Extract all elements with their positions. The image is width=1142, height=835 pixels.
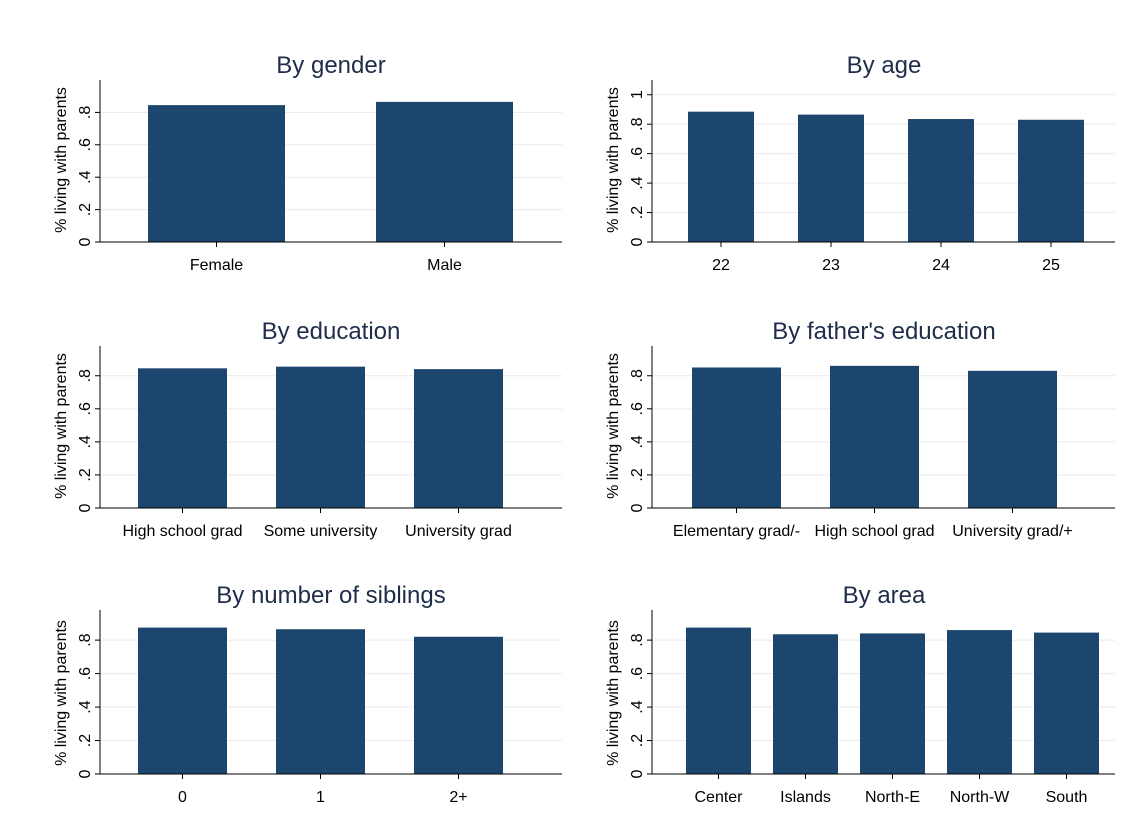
y-tick-label: .4	[629, 700, 646, 713]
x-tick-label: University grad	[405, 523, 512, 540]
x-tick-label: Male	[427, 257, 462, 274]
bar	[830, 365, 919, 508]
y-tick-label: .2	[629, 206, 646, 219]
y-tick-label: .4	[77, 170, 94, 183]
bar	[798, 114, 864, 242]
x-tick-label: South	[1046, 789, 1088, 806]
y-tick-label: .8	[629, 369, 646, 382]
chart-by-education: By education % living with parents High …	[53, 318, 562, 540]
y-tick-label: 0	[629, 237, 646, 246]
bar	[148, 105, 285, 242]
y-tick-label: .6	[77, 667, 94, 680]
chart-title: By number of siblings	[216, 582, 445, 609]
y-tick-label: 0	[629, 503, 646, 512]
y-tick-label: .2	[629, 734, 646, 747]
y-tick-label: .6	[629, 147, 646, 160]
y-axis-label: % living with parents	[53, 620, 70, 766]
x-tick-label: 1	[316, 789, 325, 806]
bar	[276, 366, 365, 508]
y-tick-label: .6	[77, 138, 94, 151]
x-tick-label: High school grad	[814, 523, 934, 540]
bar	[138, 368, 227, 508]
x-tick-label: 24	[932, 257, 950, 274]
bar	[947, 630, 1012, 774]
y-tick-label: .4	[77, 435, 94, 448]
y-tick-label: .2	[77, 203, 94, 216]
x-tick-label: 2+	[449, 789, 467, 806]
x-tick-label: 25	[1042, 257, 1060, 274]
y-axis-label: % living with parents	[53, 353, 70, 499]
x-tick-label: North-W	[950, 789, 1010, 806]
bar	[860, 633, 925, 774]
x-tick-label: 23	[822, 257, 840, 274]
y-axis-label: % living with parents	[605, 353, 622, 499]
bar	[688, 111, 754, 242]
bar	[692, 367, 781, 508]
y-tick-label: 1	[629, 90, 646, 99]
y-tick-label: .8	[629, 117, 646, 130]
x-tick-label: 22	[712, 257, 730, 274]
y-tick-label: .8	[77, 106, 94, 119]
y-tick-label: 0	[77, 769, 94, 778]
chart-by-area: By area % living with parents Center Isla…	[605, 582, 1115, 806]
y-tick-label: .8	[77, 369, 94, 382]
y-axis-label: % living with parents	[53, 87, 70, 233]
chart-title: By education	[262, 318, 401, 345]
bar	[968, 370, 1057, 508]
bar	[773, 634, 838, 774]
y-tick-label: .8	[77, 633, 94, 646]
chart-title: By age	[847, 52, 922, 79]
x-tick-label: University grad/+	[952, 523, 1073, 540]
x-tick-label: Center	[694, 789, 743, 806]
bar	[686, 627, 751, 774]
bar	[908, 119, 974, 242]
y-axis-label: % living with parents	[605, 87, 622, 233]
x-tick-label: Some university	[264, 523, 378, 540]
bar	[414, 369, 503, 508]
y-tick-label: 0	[77, 503, 94, 512]
x-tick-label: Islands	[780, 789, 831, 806]
chart-by-fathers-education: By father's education % living with pare…	[605, 318, 1115, 540]
chart-by-age: By age % living with parents 22 23 24 25 0 .2…	[605, 52, 1115, 274]
y-tick-label: 0	[77, 237, 94, 246]
bar	[138, 627, 227, 774]
chart-title: By area	[843, 582, 926, 609]
y-tick-label: .6	[629, 402, 646, 415]
x-tick-label: North-E	[865, 789, 920, 806]
y-tick-label: .6	[77, 402, 94, 415]
y-tick-label: .2	[77, 468, 94, 481]
x-tick-label: 0	[178, 789, 187, 806]
chart-by-gender: By gender % living with parents Female Ma…	[53, 52, 562, 274]
x-tick-label: Elementary grad/-	[673, 523, 800, 540]
x-tick-label: High school grad	[122, 523, 242, 540]
y-tick-label: .2	[77, 734, 94, 747]
y-tick-label: 0	[629, 769, 646, 778]
bar	[376, 101, 513, 243]
y-tick-label: .2	[629, 468, 646, 481]
bar	[276, 629, 365, 774]
y-tick-label: .4	[629, 435, 646, 448]
y-tick-label: .4	[77, 700, 94, 713]
y-axis-label: % living with parents	[605, 620, 622, 766]
chart-title: By father's education	[772, 318, 995, 345]
y-tick-label: .4	[629, 176, 646, 189]
chart-by-number-of-siblings: By number of siblings % living with pare…	[53, 582, 562, 806]
bar	[1018, 119, 1084, 242]
bar	[414, 636, 503, 774]
bar	[1034, 632, 1099, 774]
y-tick-label: .8	[629, 633, 646, 646]
y-tick-label: .6	[629, 667, 646, 680]
x-tick-label: Female	[190, 257, 243, 274]
chart-title: By gender	[276, 52, 385, 79]
